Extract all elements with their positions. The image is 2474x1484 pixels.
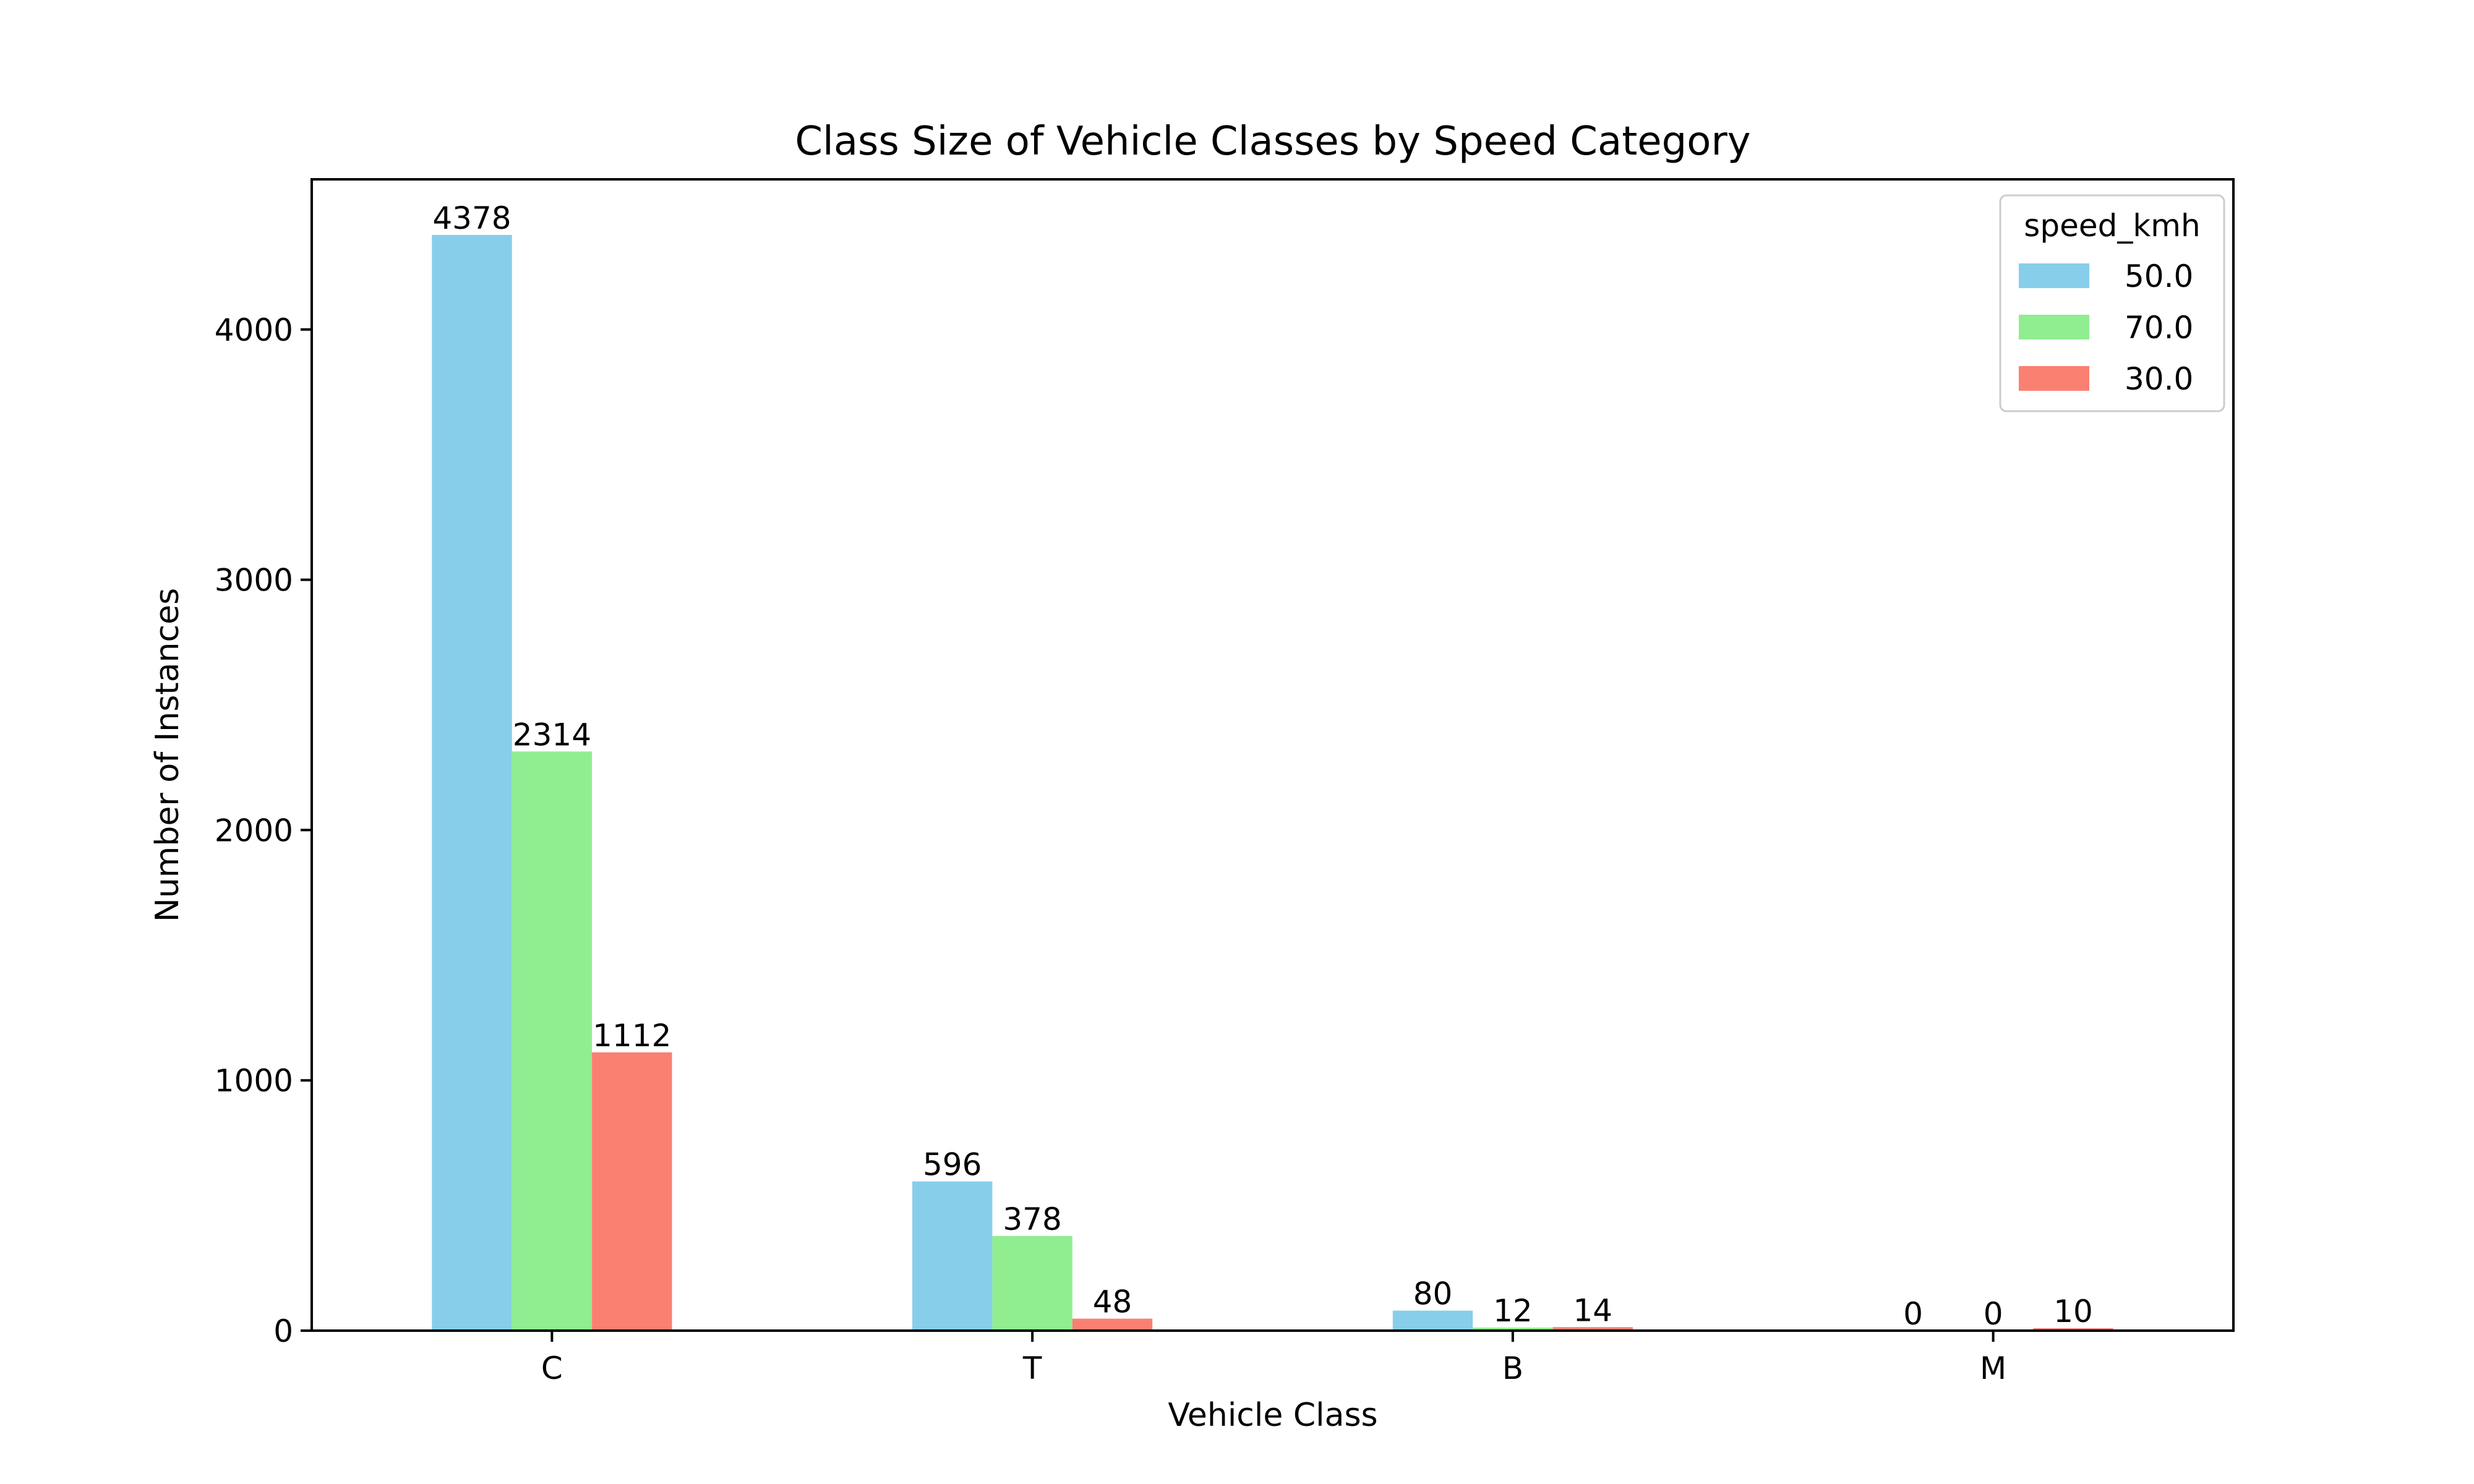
y-tick-label: 1000 [215,1063,293,1099]
bar-value-label: 0 [1903,1296,1923,1332]
y-tick-label: 3000 [215,563,293,599]
y-tick-label: 0 [273,1313,293,1349]
legend-title: speed_kmh [2024,208,2200,244]
bar-value-label: 80 [1413,1276,1453,1312]
legend-label: 30.0 [2125,361,2193,397]
bar-B-50.0 [1392,1310,1473,1331]
y-tick-label: 4000 [215,312,293,348]
x-axis-label: Vehicle Class [1168,1397,1377,1434]
bar-value-label: 0 [1984,1296,2003,1332]
bar-B-30.0 [1552,1327,1633,1331]
legend-swatch-30.0 [2019,366,2089,391]
chart-title: Class Size of Vehicle Classes by Speed C… [795,119,1750,164]
bar-value-label: 12 [1493,1293,1533,1329]
y-axis-label: Number of Instances [149,588,186,922]
x-tick-label: C [541,1350,563,1386]
legend-label: 70.0 [2125,310,2193,346]
bar-labels-layer: 4378 596 80 0 2314 378 12 0 1112 48 14 10 [432,200,2092,1332]
legend-swatch-70.0 [2019,315,2089,339]
legend-box [1999,194,2225,412]
y-axis: 0 1000 2000 3000 4000 [215,312,312,1349]
bar-value-label: 14 [1573,1292,1612,1328]
bar-C-30.0 [592,1052,672,1331]
bars-layer [432,234,2113,1331]
x-tick-label: B [1502,1350,1523,1386]
bar-T-70.0 [992,1236,1072,1331]
x-tick-label: T [1022,1350,1042,1386]
bar-value-label: 10 [2053,1294,2093,1329]
legend: speed_kmh 50.0 70.0 30.0 [1999,194,2225,412]
bar-value-label: 1112 [593,1018,671,1054]
bar-value-label: 378 [1003,1201,1061,1237]
bar-B-70.0 [1473,1328,1553,1331]
x-tick-label: M [1980,1350,2006,1386]
legend-label: 50.0 [2125,258,2193,294]
bar-T-50.0 [912,1181,993,1331]
bar-C-70.0 [511,751,593,1331]
legend-entries: 50.0 70.0 30.0 [2019,258,2193,397]
legend-swatch-50.0 [2019,263,2089,288]
bar-value-label: 596 [923,1147,982,1183]
bar-C-50.0 [432,234,512,1331]
bar-value-label: 2314 [513,717,591,753]
y-tick-label: 2000 [215,812,293,848]
bar-value-label: 4378 [432,200,511,236]
bar-value-label: 48 [1093,1284,1132,1320]
bar-T-30.0 [1072,1318,1153,1331]
plot-frame [310,178,2235,1332]
